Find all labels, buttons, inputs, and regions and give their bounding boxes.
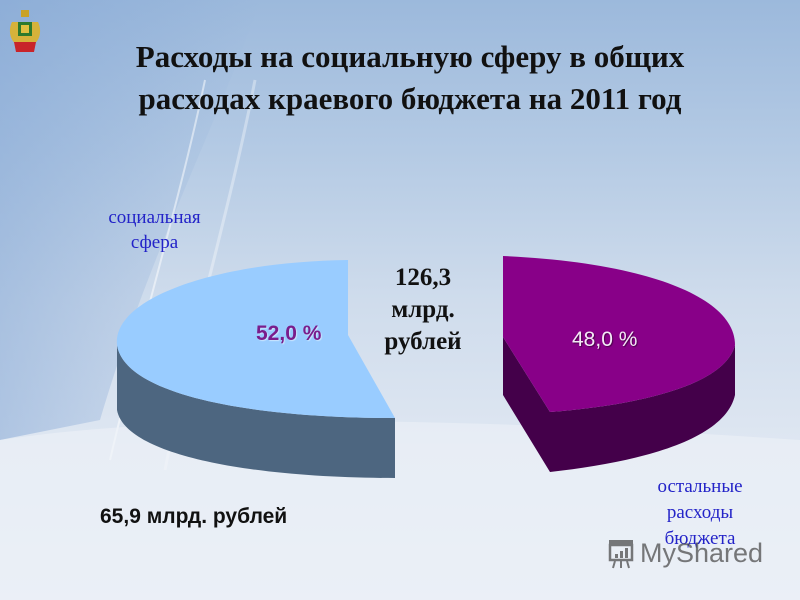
other-label-line-2: расходы (666, 502, 734, 523)
total-unit: млрд. (391, 296, 455, 323)
pie-slice-other[interactable] (503, 256, 735, 472)
other-slice-side (503, 337, 735, 472)
social-label-line-2: сфера (130, 232, 179, 253)
social-slice-top (116, 260, 395, 418)
watermark: MyShared (606, 535, 763, 571)
presentation-board-icon (608, 540, 634, 569)
other-label-line-3: бюджета (664, 528, 736, 549)
pie-slice-social[interactable] (116, 260, 395, 478)
social-sphere-label: социальная сфера (92, 205, 217, 255)
watermark-text: MyShared (640, 537, 764, 568)
social-amount-label: 65,9 млрд. рублей (100, 505, 288, 528)
total-currency: рублей (384, 328, 462, 355)
other-slice-top (503, 256, 735, 412)
total-value: 126,3 (394, 264, 452, 291)
coat-of-arms-icon (9, 10, 41, 52)
social-label-line-1: социальная (108, 207, 201, 228)
other-label-line-1: остальные (657, 476, 743, 497)
social-percent-label: 52,0 % (256, 322, 322, 345)
social-slice-side (117, 345, 395, 478)
title-line-2: расходах краевого бюджета на 2011 год (138, 81, 682, 116)
total-amount-label: 126,3 млрд. рублей (368, 262, 478, 358)
title-line-1: Расходы на социальную сферу в общих (135, 39, 685, 74)
other-expenses-label: остальные расходы бюджета (636, 474, 764, 552)
page-title: Расходы на социальную сферу в общих расх… (60, 36, 760, 120)
other-percent-label: 48,0 % (572, 328, 638, 351)
